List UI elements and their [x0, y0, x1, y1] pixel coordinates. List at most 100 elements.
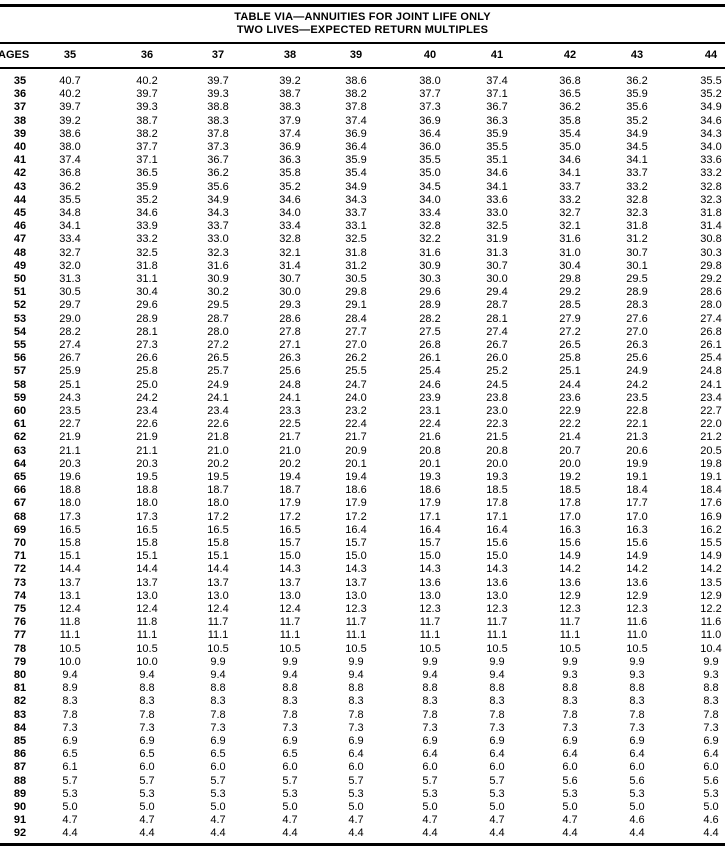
- table-cell: 7.3: [282, 721, 298, 734]
- table-cell: 20.3: [136, 457, 158, 470]
- table-cell: 5.7: [139, 774, 155, 787]
- table-cell: 17.1: [486, 510, 508, 523]
- table-cell: 8.3: [139, 695, 155, 708]
- table-cell: 27.4: [59, 339, 81, 351]
- table-cell: 11.1: [419, 629, 441, 642]
- table-cell: 18.0: [59, 497, 81, 510]
- table-cell: 6.9: [348, 735, 364, 747]
- table-cell: 7.8: [489, 708, 505, 721]
- table-cell: 19.1: [626, 471, 648, 483]
- table-cell: 32.7: [59, 246, 81, 259]
- table-cell: 6.4: [422, 748, 438, 761]
- table-cell: 6.0: [562, 761, 578, 774]
- table-cell: 38.3: [279, 101, 301, 114]
- table-cell: 5.0: [62, 801, 78, 813]
- table-cell: 29.8: [700, 259, 722, 272]
- table-cell: 14.9: [559, 550, 581, 563]
- table-cell: 15.0: [419, 550, 441, 563]
- table-cell: 28.1: [136, 325, 158, 338]
- table-cell: 8.3: [489, 695, 505, 708]
- table-cell: 4.7: [210, 814, 226, 827]
- table-cell: 26.3: [279, 352, 301, 365]
- table-cell: 25.7: [207, 365, 229, 378]
- table-cell: 6.4: [489, 748, 505, 761]
- table-cell: 16.4: [345, 523, 367, 536]
- row-age: 36: [13, 88, 27, 101]
- table-cell: 10.5: [486, 642, 508, 655]
- table-cell: 36.2: [207, 167, 229, 180]
- table-cell: 6.9: [562, 735, 578, 747]
- table-cell: 33.4: [419, 207, 441, 219]
- table-cell: 4.7: [422, 814, 438, 827]
- table-cell: 30.3: [700, 246, 722, 259]
- table-cell: 21.1: [136, 444, 158, 457]
- table-cell: 35.8: [279, 167, 301, 180]
- table-cell: 7.8: [62, 708, 78, 721]
- table-cell: 31.8: [345, 246, 367, 259]
- table-cell: 34.9: [207, 193, 229, 206]
- table-cell: 26.1: [700, 339, 722, 351]
- table-cell: 34.1: [626, 154, 648, 167]
- table-cell: 21.3: [626, 431, 648, 444]
- table-cell: 5.3: [139, 787, 155, 800]
- table-cell: 22.9: [559, 405, 581, 417]
- table-cell: 13.6: [559, 576, 581, 589]
- table-cell: 29.0: [59, 312, 81, 325]
- table-cell: 34.6: [279, 193, 301, 206]
- table-cell: 21.2: [700, 431, 722, 444]
- table-cell: 8.3: [62, 695, 78, 708]
- table-cell: 12.2: [700, 603, 722, 615]
- row-age: 67: [13, 497, 27, 510]
- table-cell: 17.0: [626, 510, 648, 523]
- row-age: 80: [13, 669, 27, 681]
- table-cell: 24.6: [419, 378, 441, 391]
- table-cell: 9.4: [210, 669, 226, 681]
- table-cell: 6.5: [62, 748, 78, 761]
- table-cell: 15.5: [700, 537, 722, 549]
- table-cell: 18.5: [486, 484, 508, 497]
- table-cell: 26.3: [626, 339, 648, 351]
- table-cell: 30.9: [207, 273, 229, 285]
- table-cell: 30.0: [486, 273, 508, 285]
- table-cell: 22.3: [486, 418, 508, 431]
- table-cell: 6.0: [139, 761, 155, 774]
- column-header-40: 40: [423, 49, 437, 61]
- row-age: 69: [13, 523, 27, 536]
- table-cell: 33.9: [136, 220, 158, 233]
- table-cell: 26.8: [419, 339, 441, 351]
- table-cell: 6.9: [62, 735, 78, 747]
- table-cell: 6.5: [210, 748, 226, 761]
- table-cell: 38.0: [419, 75, 441, 87]
- table-cell: 9.9: [703, 655, 719, 668]
- row-age: 87: [13, 761, 27, 774]
- table-cell: 39.7: [59, 101, 81, 114]
- table-cell: 29.6: [136, 299, 158, 312]
- table-cell: 24.1: [700, 378, 722, 391]
- table-cell: 4.7: [139, 814, 155, 827]
- table-cell: 25.6: [626, 352, 648, 365]
- table-cell: 6.9: [629, 735, 645, 747]
- table-cell: 19.1: [700, 471, 722, 483]
- table-cell: 5.0: [629, 801, 645, 813]
- table-cell: 26.1: [419, 352, 441, 365]
- table-cell: 15.6: [559, 537, 581, 549]
- table-cell: 20.1: [419, 457, 441, 470]
- table-cell: 34.1: [486, 180, 508, 193]
- table-cell: 12.4: [207, 603, 229, 615]
- row-age: 46: [13, 220, 27, 233]
- row-age: 88: [13, 774, 27, 787]
- table-cell: 9.3: [703, 669, 719, 681]
- table-cell: 25.5: [345, 365, 367, 378]
- table-cell: 36.2: [626, 75, 648, 87]
- table-cell: 27.0: [626, 325, 648, 338]
- row-age: 71: [13, 550, 27, 563]
- table-cell: 15.6: [486, 537, 508, 549]
- row-age: 48: [13, 246, 27, 259]
- table-cell: 27.4: [486, 325, 508, 338]
- table-cell: 17.0: [559, 510, 581, 523]
- table-cell: 4.7: [282, 814, 298, 827]
- table-cell: 10.5: [345, 642, 367, 655]
- table-cell: 6.4: [562, 748, 578, 761]
- table-cell: 26.5: [559, 339, 581, 351]
- table-cell: 40.7: [59, 75, 81, 87]
